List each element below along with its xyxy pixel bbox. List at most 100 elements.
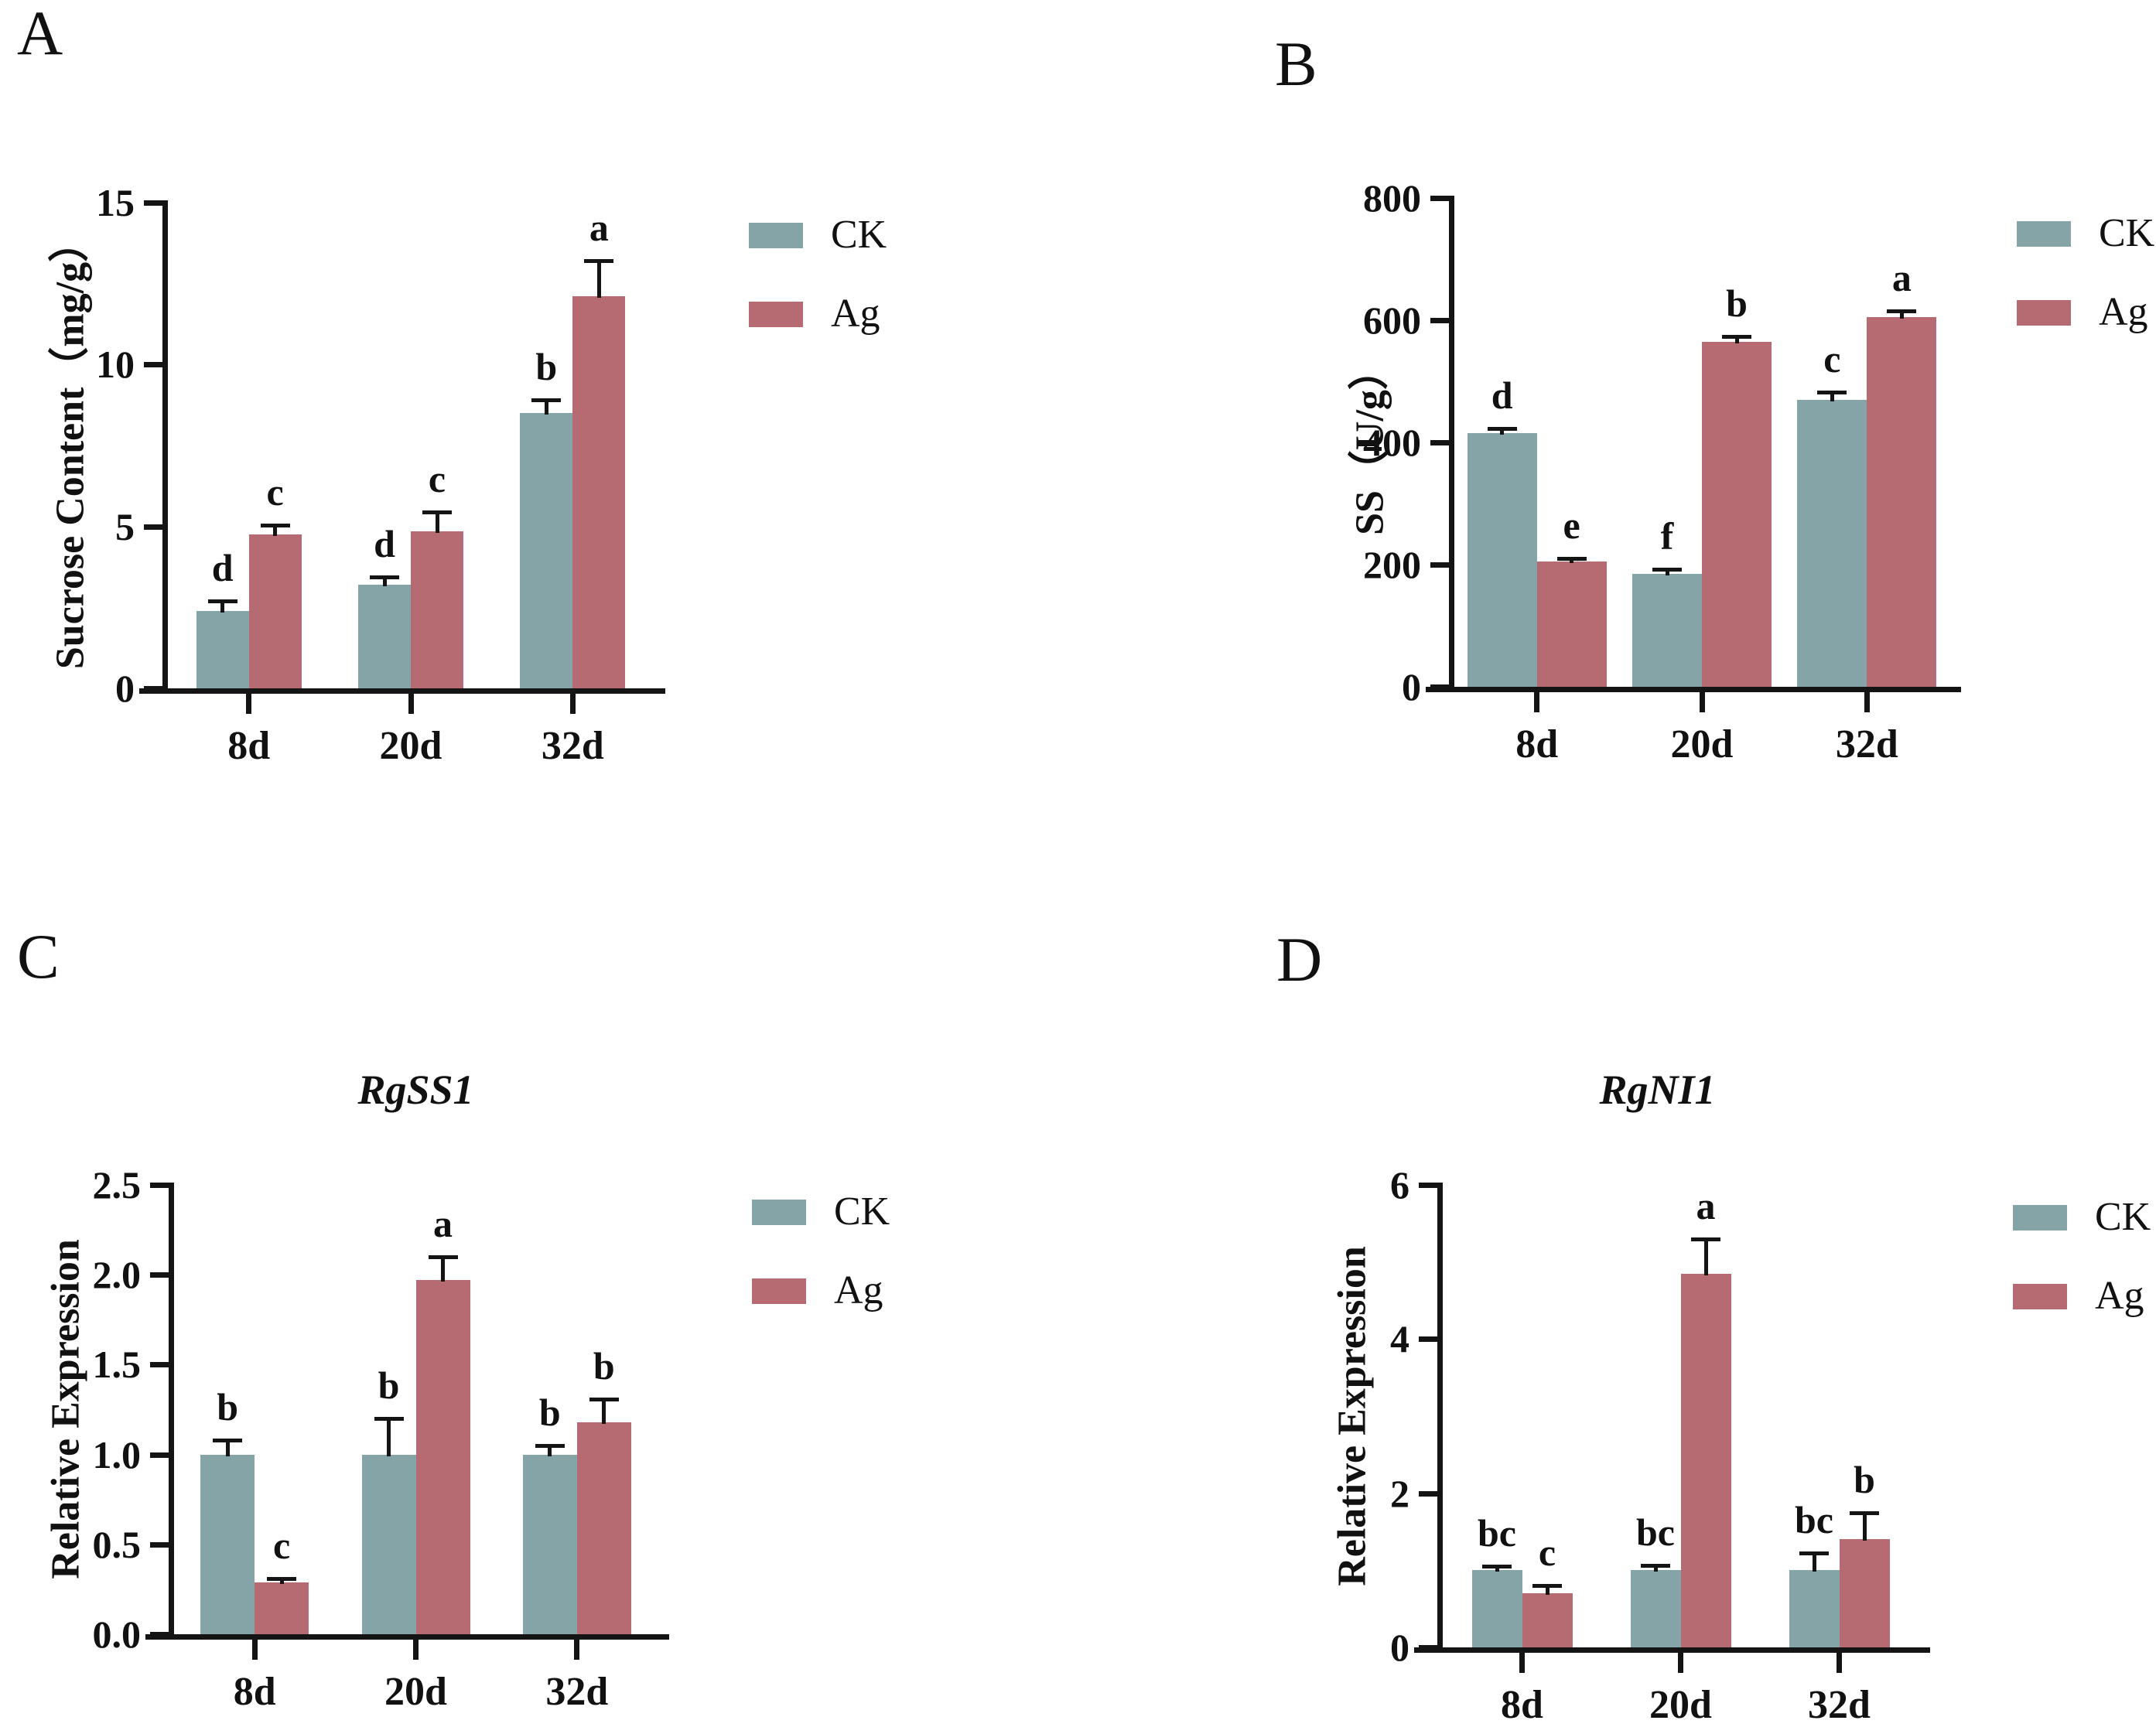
significance-letter: b <box>593 1343 615 1388</box>
error-bar-cap <box>1850 1510 1879 1515</box>
y-tick-label: 800 <box>1363 176 1421 220</box>
error-bar-stem <box>596 261 601 299</box>
ag-swatch-icon <box>749 301 803 327</box>
error-bar-stem <box>1830 392 1834 401</box>
category-label: 32d <box>541 724 604 768</box>
significance-letter: b <box>1726 282 1748 326</box>
legend-item-ck: CK <box>749 215 887 255</box>
error-bar-stem <box>1812 1553 1816 1572</box>
plot-area-c: 0.0 0.5 1.0 1.5 2.0 2.5 8d b c 20d b a 32d b b <box>93 1163 669 1714</box>
bar-ag-32d <box>572 296 626 688</box>
error-bar-stem <box>544 400 548 415</box>
error-bar-stem <box>382 576 387 586</box>
legend-a: CK Ag <box>749 215 887 334</box>
y-tick-label: 0 <box>115 667 135 710</box>
x-tick <box>1519 1653 1525 1673</box>
category-label: 32d <box>1808 1683 1871 1727</box>
y-axis-label-d: Relative Expression <box>1330 1246 1375 1586</box>
x-tick <box>1864 692 1870 712</box>
y-tick <box>144 524 162 530</box>
legend-item-ag: Ag <box>752 1271 890 1311</box>
category-label: 20d <box>1670 722 1734 766</box>
error-bar-stem <box>225 1440 230 1456</box>
error-bar-cap <box>422 510 452 514</box>
error-bar-cap <box>1556 557 1587 562</box>
y-tick <box>150 1541 169 1548</box>
category-label: 20d <box>384 1670 447 1714</box>
legend-item-ck: CK <box>2013 1197 2151 1237</box>
significance-letter: c <box>1538 1531 1556 1575</box>
error-bar-stem <box>273 524 278 537</box>
y-tick <box>150 1183 169 1188</box>
category-label: 8d <box>233 1670 276 1714</box>
error-bar-stem <box>441 1256 445 1282</box>
category-label: 8d <box>1501 1683 1543 1727</box>
significance-letter: d <box>1491 373 1513 417</box>
y-tick-label: 2 <box>1390 1471 1409 1515</box>
ck-swatch-icon <box>2013 1204 2067 1231</box>
significance-letter: b <box>217 1385 239 1429</box>
error-bar-stem <box>1500 428 1505 435</box>
error-bar-stem <box>1899 311 1904 319</box>
ag-swatch-icon <box>2013 1283 2067 1309</box>
y-tick <box>1430 562 1449 568</box>
y-axis-line <box>169 1183 174 1640</box>
legend-label-ag: Ag <box>834 1268 883 1312</box>
significance-letter: d <box>211 545 234 589</box>
category-label: 8d <box>1515 722 1559 766</box>
y-tick <box>150 1272 169 1278</box>
bar-ck-8d <box>1471 1570 1522 1647</box>
y-tick-label: 5 <box>115 504 135 548</box>
legend-label-ck: CK <box>831 213 887 257</box>
significance-letter: a <box>589 206 609 250</box>
x-tick <box>408 694 414 714</box>
y-axis-line <box>1449 196 1454 692</box>
x-tick <box>251 1640 258 1660</box>
significance-letter: a <box>433 1201 453 1245</box>
legend-b: CK Ag <box>2017 213 2154 333</box>
plot-area-b: 0 200 400 600 800 8d d e 20d f b 32d c a <box>1363 176 1961 766</box>
panel-label-d: D <box>1276 924 1323 995</box>
x-axis-line <box>1426 687 1961 692</box>
significance-letter: bc <box>1478 1511 1516 1555</box>
y-tick <box>1419 1336 1437 1343</box>
y-tick <box>1430 318 1449 323</box>
x-axis-line <box>1414 1647 1930 1653</box>
error-bar-cap <box>535 1443 565 1448</box>
error-bar-cap <box>1652 567 1682 572</box>
y-tick-label: 2.0 <box>92 1253 142 1297</box>
bar-ck-8d <box>1467 433 1537 687</box>
legend-label-ag: Ag <box>831 292 880 336</box>
significance-letter: b <box>378 1364 400 1408</box>
y-axis-label-a: Sucrose Content（mg/g） <box>48 221 93 670</box>
y-tick <box>1419 1183 1437 1188</box>
bar-ck-20d <box>361 1454 416 1634</box>
y-tick-label: 600 <box>1363 299 1421 342</box>
y-tick <box>1419 1490 1437 1497</box>
category-label: 32d <box>545 1670 609 1714</box>
panel-label-a: A <box>17 0 63 68</box>
significance-letter: c <box>1823 337 1841 381</box>
error-bar-cap <box>1722 335 1751 340</box>
y-tick-label: 0 <box>1402 665 1421 708</box>
bar-ag-20d <box>1680 1273 1731 1647</box>
plot-area-d: 0 2 4 6 8d bc c 20d bc a 32d bc b <box>1390 1163 1930 1727</box>
legend-label-ck: CK <box>2099 211 2155 255</box>
error-bar-stem <box>279 1578 284 1584</box>
error-bar-stem <box>602 1398 606 1424</box>
significance-letter: e <box>1563 503 1580 548</box>
bar-ag-32d <box>1867 317 1937 687</box>
y-tick <box>144 686 162 691</box>
bar-ck-8d <box>196 610 249 688</box>
significance-letter: b <box>1854 1457 1875 1501</box>
bar-ck-20d <box>358 585 411 688</box>
ag-swatch-icon <box>2017 299 2071 326</box>
significance-letter: c <box>428 456 446 500</box>
significance-letter: bc <box>1636 1510 1675 1555</box>
error-bar-cap <box>213 1439 243 1442</box>
chart-title-rgni1: RgNI1 <box>1599 1067 1716 1113</box>
error-bar-cap <box>1691 1237 1720 1241</box>
error-bar-stem <box>1653 1565 1658 1572</box>
error-bar-stem <box>1545 1586 1550 1596</box>
error-bar-stem <box>1734 336 1739 343</box>
